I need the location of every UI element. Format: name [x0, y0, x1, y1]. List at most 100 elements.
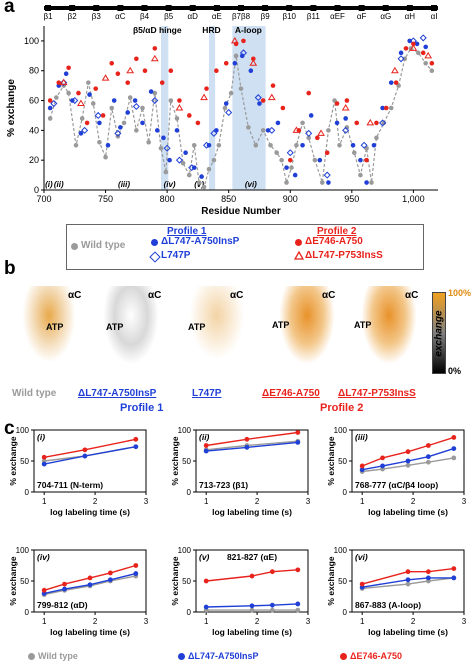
structure-label-wild-type: Wild type	[12, 388, 57, 399]
data-point	[284, 165, 289, 170]
data-point	[225, 108, 233, 117]
structure-label-l747-p753: ΔL747-P753InsS	[338, 388, 416, 399]
data-point	[279, 157, 284, 163]
series-point	[133, 571, 139, 576]
chart-title: 867-883 (A-loop)	[355, 600, 421, 610]
series-point	[451, 455, 457, 461]
data-point	[174, 128, 180, 133]
y-tick-label: 0	[34, 185, 39, 195]
data-point	[126, 66, 135, 74]
data-point	[228, 90, 234, 96]
annotation-label: β5/αD hinge	[133, 25, 182, 35]
data-point	[90, 101, 96, 106]
series-point	[425, 575, 431, 581]
series-0	[47, 46, 435, 190]
data-point	[292, 172, 298, 178]
series-line	[206, 569, 298, 582]
ss-block	[431, 5, 437, 11]
y-tick-label: 50	[20, 457, 29, 466]
x-axis-title: log labeling time (s)	[50, 627, 130, 637]
y-tick-label: 100	[178, 546, 192, 555]
data-point	[188, 164, 196, 172]
data-point	[214, 68, 219, 74]
data-point	[140, 120, 145, 126]
y-tick-label: 50	[20, 577, 29, 586]
data-point	[86, 80, 91, 85]
data-point	[292, 126, 301, 133]
data-point	[343, 116, 348, 121]
data-point	[140, 105, 145, 111]
series-point	[405, 462, 411, 468]
y-tick-label: 100	[334, 546, 348, 555]
data-point	[364, 180, 369, 185]
series-point	[380, 455, 385, 461]
kinetic-chart-6: 0 50 100 1 2 3 log labeling time (s) % exchange…	[326, 546, 467, 637]
data-point	[115, 71, 121, 77]
x-tick-label: 1	[204, 497, 209, 506]
data-point	[380, 105, 385, 111]
series-point	[295, 601, 301, 607]
data-point	[56, 80, 62, 85]
ss-block	[93, 5, 100, 11]
data-point	[265, 128, 271, 133]
legend-l747-p753-marker	[294, 251, 304, 260]
series-point	[82, 453, 88, 459]
x-tick-label: 2	[255, 617, 260, 626]
x-tick-label: 1	[360, 497, 365, 506]
panel-letter-b: b	[4, 258, 16, 279]
data-point	[186, 113, 192, 118]
series-point	[425, 454, 431, 460]
data-point	[76, 90, 81, 96]
data-point	[206, 166, 212, 172]
structure-wild-type	[10, 286, 88, 384]
data-point	[154, 128, 160, 133]
data-point	[97, 120, 102, 126]
data-point	[174, 116, 180, 121]
ss-label: αG	[380, 12, 391, 21]
data-point	[158, 145, 164, 151]
x-tick-label: 850	[221, 194, 236, 204]
data-point	[132, 102, 140, 111]
series-point	[82, 447, 88, 453]
data-point	[337, 142, 342, 148]
series-point	[249, 607, 255, 613]
data-point	[403, 46, 409, 51]
series-point	[405, 458, 411, 464]
data-point	[326, 180, 331, 185]
panel-letter-a: a	[4, 0, 15, 17]
data-point	[270, 83, 276, 88]
data-point	[420, 50, 426, 56]
panel-a-legend: Profile 1 Profile 2 Wild type ΔL747-A750…	[66, 224, 424, 270]
data-point	[210, 129, 218, 137]
data-point	[391, 66, 399, 74]
series-1	[47, 38, 428, 185]
data-point	[134, 56, 139, 62]
data-point	[350, 142, 356, 148]
series-line	[362, 577, 454, 588]
series-point	[133, 444, 139, 450]
data-point	[414, 41, 420, 47]
structure-label-l747-a750: ΔL747-A750InsP	[78, 388, 157, 399]
structure-l747p-atp-label: ATP	[188, 322, 206, 332]
x-axis-title: log labeling time (s)	[212, 507, 292, 517]
data-point	[195, 120, 201, 126]
series-point	[295, 440, 301, 445]
legend-e746-a750-marker	[295, 239, 302, 246]
series-point	[269, 602, 275, 608]
data-point	[66, 65, 71, 71]
data-point	[423, 44, 428, 50]
y-tick-label: 50	[338, 577, 347, 586]
highlight-band	[232, 26, 266, 190]
data-point	[159, 80, 165, 85]
data-point	[275, 120, 281, 126]
data-point	[101, 74, 110, 81]
series-3	[47, 38, 435, 163]
data-point	[374, 120, 379, 126]
data-point	[254, 94, 262, 102]
region-label: (ii)	[54, 180, 64, 189]
series-point	[87, 582, 93, 588]
ss-label: β5	[164, 12, 174, 21]
data-point	[222, 105, 228, 111]
series-point	[451, 446, 457, 451]
series-point	[425, 459, 431, 465]
